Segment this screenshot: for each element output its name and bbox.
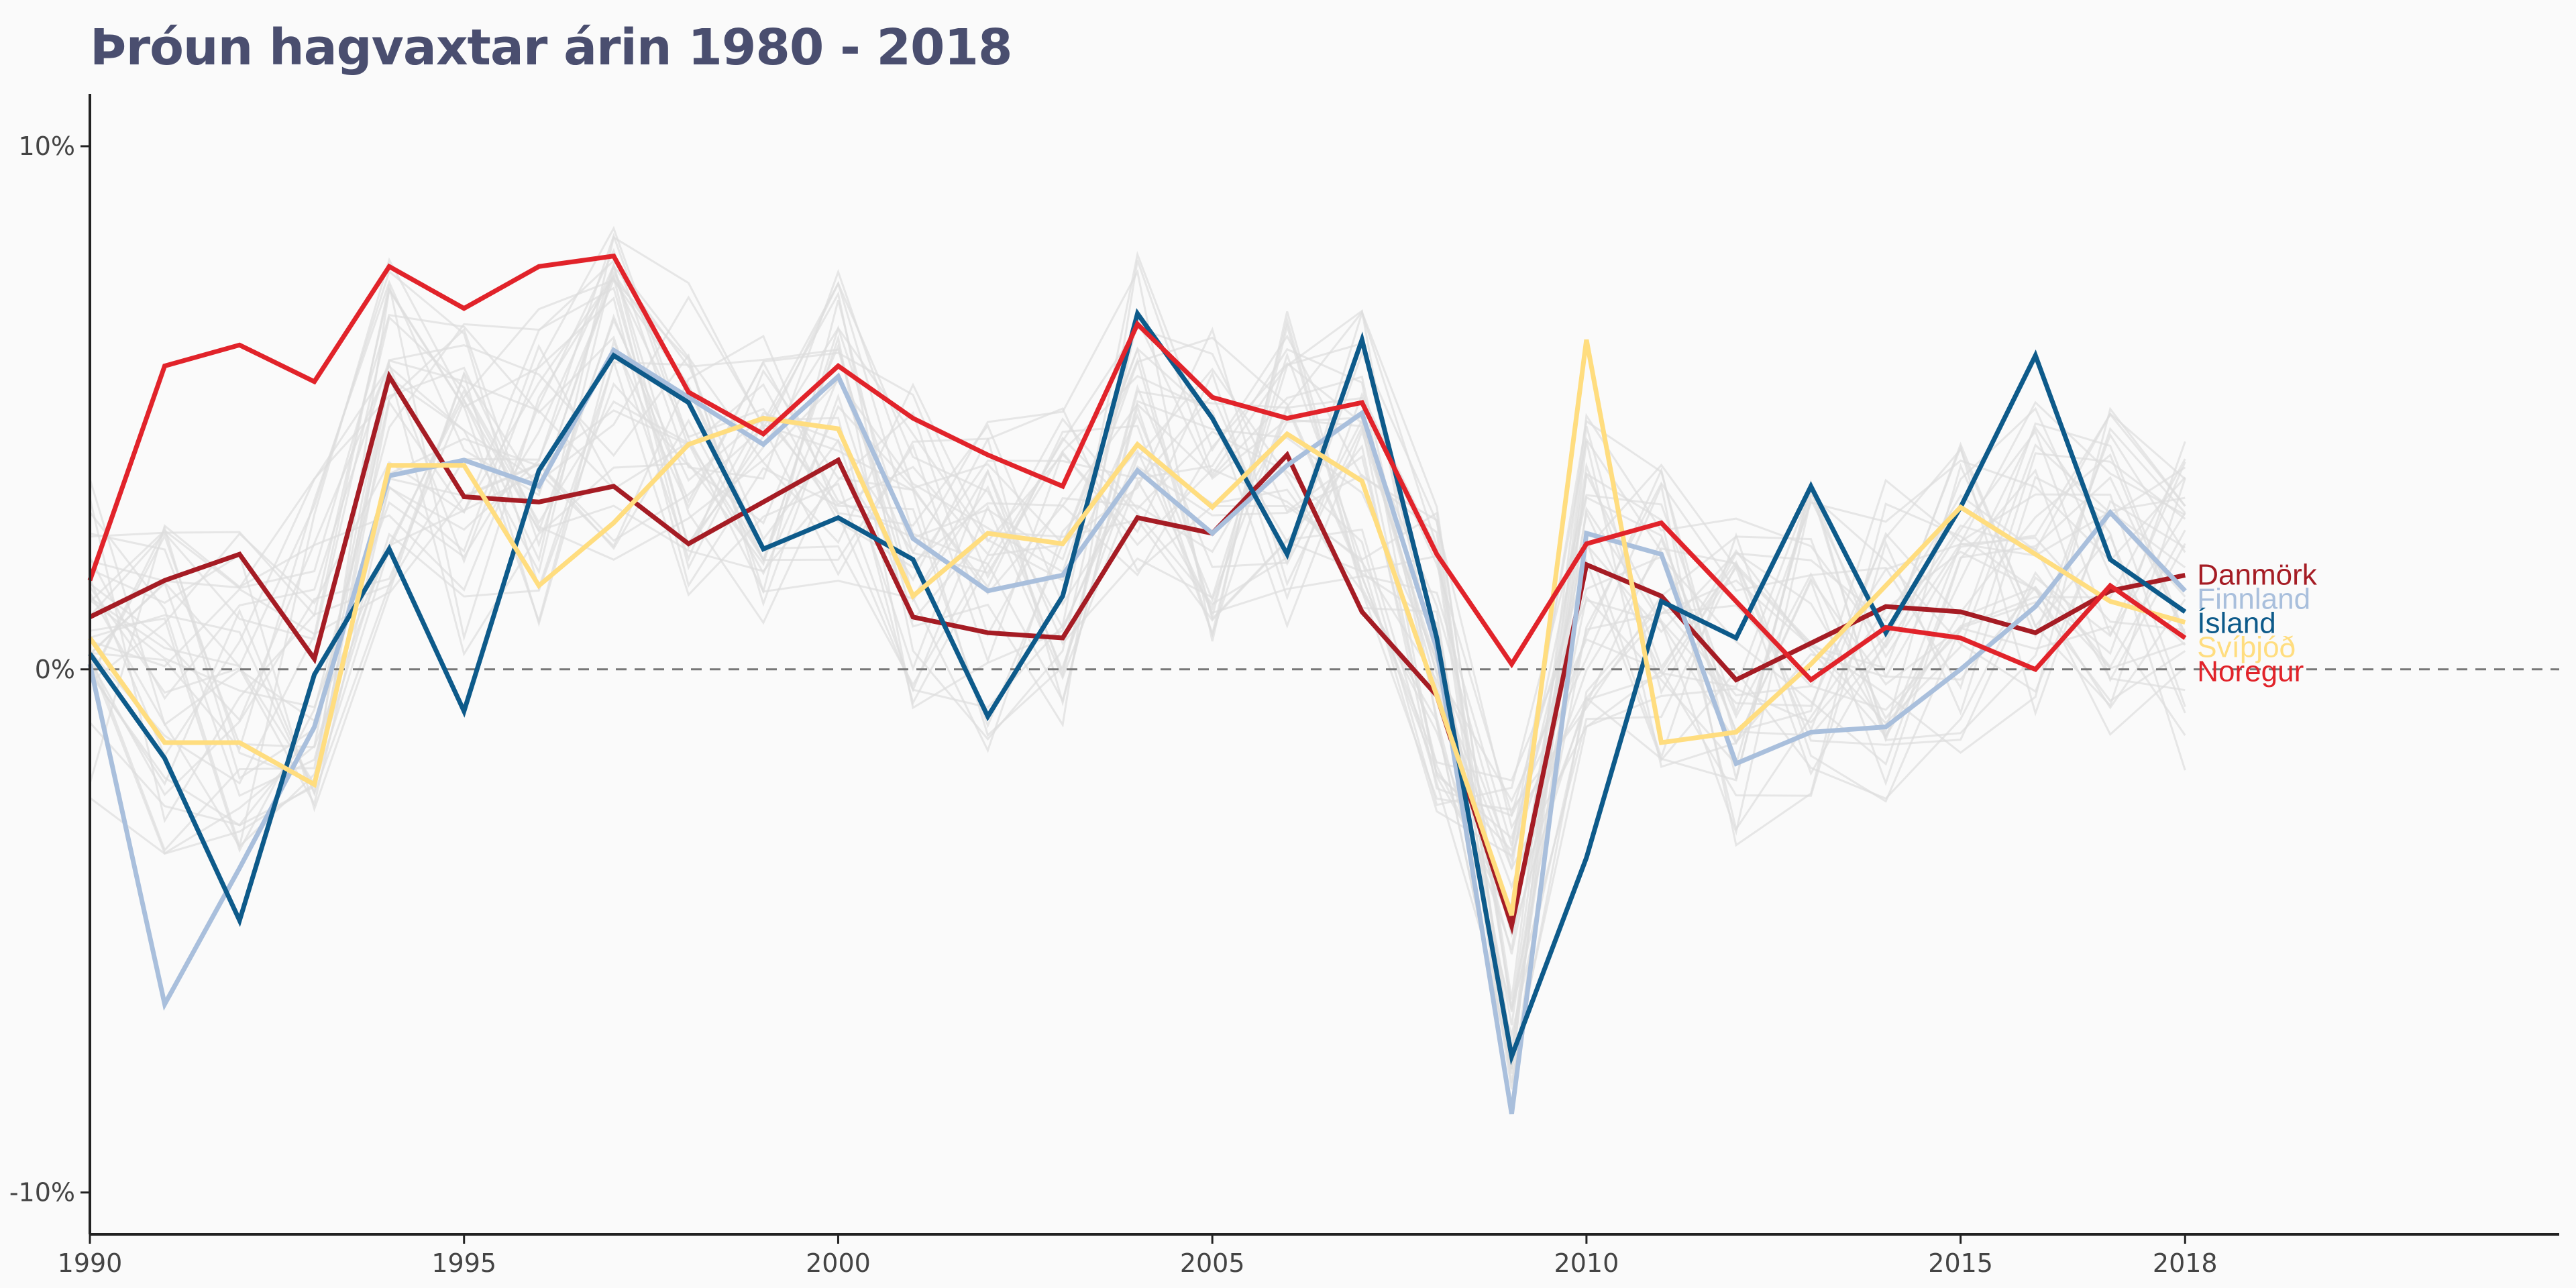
background-line	[89, 295, 2186, 1090]
series-label-5: Noregur	[2197, 655, 2304, 688]
series-label-1: Danmörk	[2197, 558, 2317, 591]
x-tick-label: 2015	[1928, 1248, 1993, 1278]
background-line	[89, 259, 2186, 1012]
background-line	[89, 270, 2186, 857]
background-line	[89, 317, 2186, 826]
background-line	[89, 274, 2186, 1070]
background-line	[89, 257, 2186, 955]
series-line-5	[87, 253, 2187, 683]
x-tick-label: 2005	[1180, 1248, 1245, 1278]
background-line	[89, 260, 2186, 863]
background-line	[89, 334, 2186, 855]
series-label-3: Ísland	[2197, 606, 2275, 639]
series-label-4: Svíþjóð	[2197, 631, 2296, 663]
background-line	[89, 268, 2186, 853]
y-tick-label: 0%	[35, 655, 75, 684]
y-tick-label: -10%	[9, 1178, 75, 1208]
background-line	[89, 274, 2186, 1057]
background-lines	[89, 225, 2186, 1090]
background-line	[89, 336, 2186, 1026]
series-label-2: Finnland	[2197, 582, 2310, 615]
background-line	[89, 225, 2186, 951]
background-line	[89, 278, 2186, 803]
axis-layer: 10% 0% -10% 1990 1995 2000 2005 2010 2015 2018	[9, 94, 2559, 1278]
series-line-1	[89, 370, 2186, 935]
x-tick-label: 2000	[806, 1248, 871, 1278]
chart-title: Þróun hagvaxtar árin 1980 - 2018	[90, 19, 1013, 76]
background-line	[89, 300, 2186, 853]
y-tick-label: 10%	[19, 131, 75, 161]
background-line	[89, 278, 2186, 824]
x-tick-label: 1990	[58, 1248, 123, 1278]
series-line-3	[88, 308, 2187, 1066]
x-tick-label: 2018	[2153, 1248, 2218, 1278]
series-layer	[87, 253, 2187, 1115]
series-line-4	[88, 339, 2186, 916]
background-line	[89, 262, 2186, 1074]
background-line	[89, 335, 2186, 890]
x-tick-label: 2010	[1554, 1248, 1619, 1278]
x-tick-label: 1995	[431, 1248, 496, 1278]
